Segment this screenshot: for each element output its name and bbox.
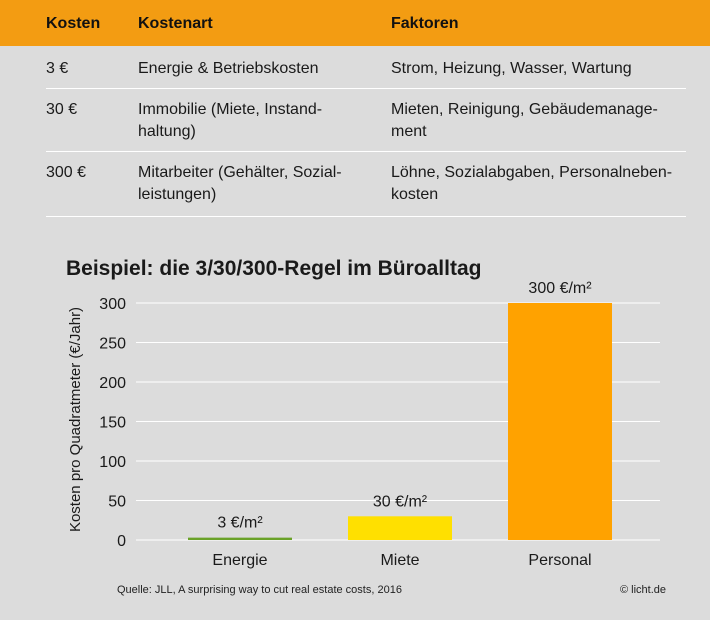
cost-factors-line: Strom, Heizung, Wasser, Wartung [391, 60, 632, 77]
row-divider [46, 151, 686, 152]
x-tick-label: Miete [380, 552, 419, 569]
column-header-kostenart: Kostenart [138, 15, 213, 32]
y-tick-label: 300 [99, 296, 126, 313]
column-header-kosten: Kosten [46, 15, 101, 32]
cost-type: Energie & Betriebskosten [138, 58, 319, 80]
y-tick-label: 0 [117, 533, 126, 550]
data-label: 3 €/m² [217, 515, 263, 532]
y-tick-label: 250 [99, 336, 126, 353]
y-tick-label: 200 [99, 375, 126, 392]
bar-miete [348, 516, 452, 540]
y-tick-label: 100 [99, 454, 126, 471]
table-header: Kosten Kostenart Faktoren [0, 0, 710, 46]
cost-type-line: haltung) [138, 123, 196, 140]
cost-factors-line: Mieten, Reinigung, Gebäudemanage- [391, 101, 658, 118]
y-tick-label: 50 [108, 494, 126, 511]
cost-factors-line: kosten [391, 186, 439, 203]
bar-energie [188, 537, 292, 540]
cost-factors-line: ment [391, 123, 427, 140]
y-tick-label: 150 [99, 415, 126, 432]
cost-value: 30 € [46, 101, 78, 118]
chart-title: Beispiel: die 3/30/300-Regel im Büroallt… [66, 257, 482, 280]
cost-type: Immobilie (Miete, Instand- haltung) [138, 99, 322, 143]
x-tick-label: Personal [528, 552, 591, 569]
row-divider [46, 216, 686, 217]
cost-factors-line: Löhne, Sozialabgaben, Personalneben- [391, 164, 673, 181]
cost-factors: Löhne, Sozialabgaben, Personalneben- kos… [391, 162, 672, 206]
cost-type-line: leistungen) [138, 186, 217, 203]
row-divider [46, 88, 686, 89]
data-label: 30 €/m² [373, 493, 428, 510]
column-header-faktoren: Faktoren [391, 15, 459, 32]
y-axis-label: Kosten pro Quadratmeter (€/Jahr) [67, 307, 84, 532]
data-label: 300 €/m² [528, 280, 592, 297]
cost-type: Mitarbeiter (Gehälter, Sozial- leistunge… [138, 162, 342, 206]
cost-value: 3 € [46, 60, 69, 77]
cost-type-line: Mitarbeiter (Gehälter, Sozial- [138, 164, 342, 181]
cost-factors: Mieten, Reinigung, Gebäudemanage- ment [391, 99, 658, 143]
copyright-note: © licht.de [620, 584, 667, 596]
bar-personal [508, 303, 612, 540]
cost-factors: Strom, Heizung, Wasser, Wartung [391, 58, 632, 80]
source-note: Quelle: JLL, A surprising way to cut rea… [117, 584, 402, 596]
cost-value: 300 € [46, 164, 87, 181]
cost-type-line: Immobilie (Miete, Instand- [138, 101, 323, 118]
x-tick-label: Energie [212, 552, 267, 569]
cost-type-line: Energie & Betriebskosten [138, 60, 319, 77]
